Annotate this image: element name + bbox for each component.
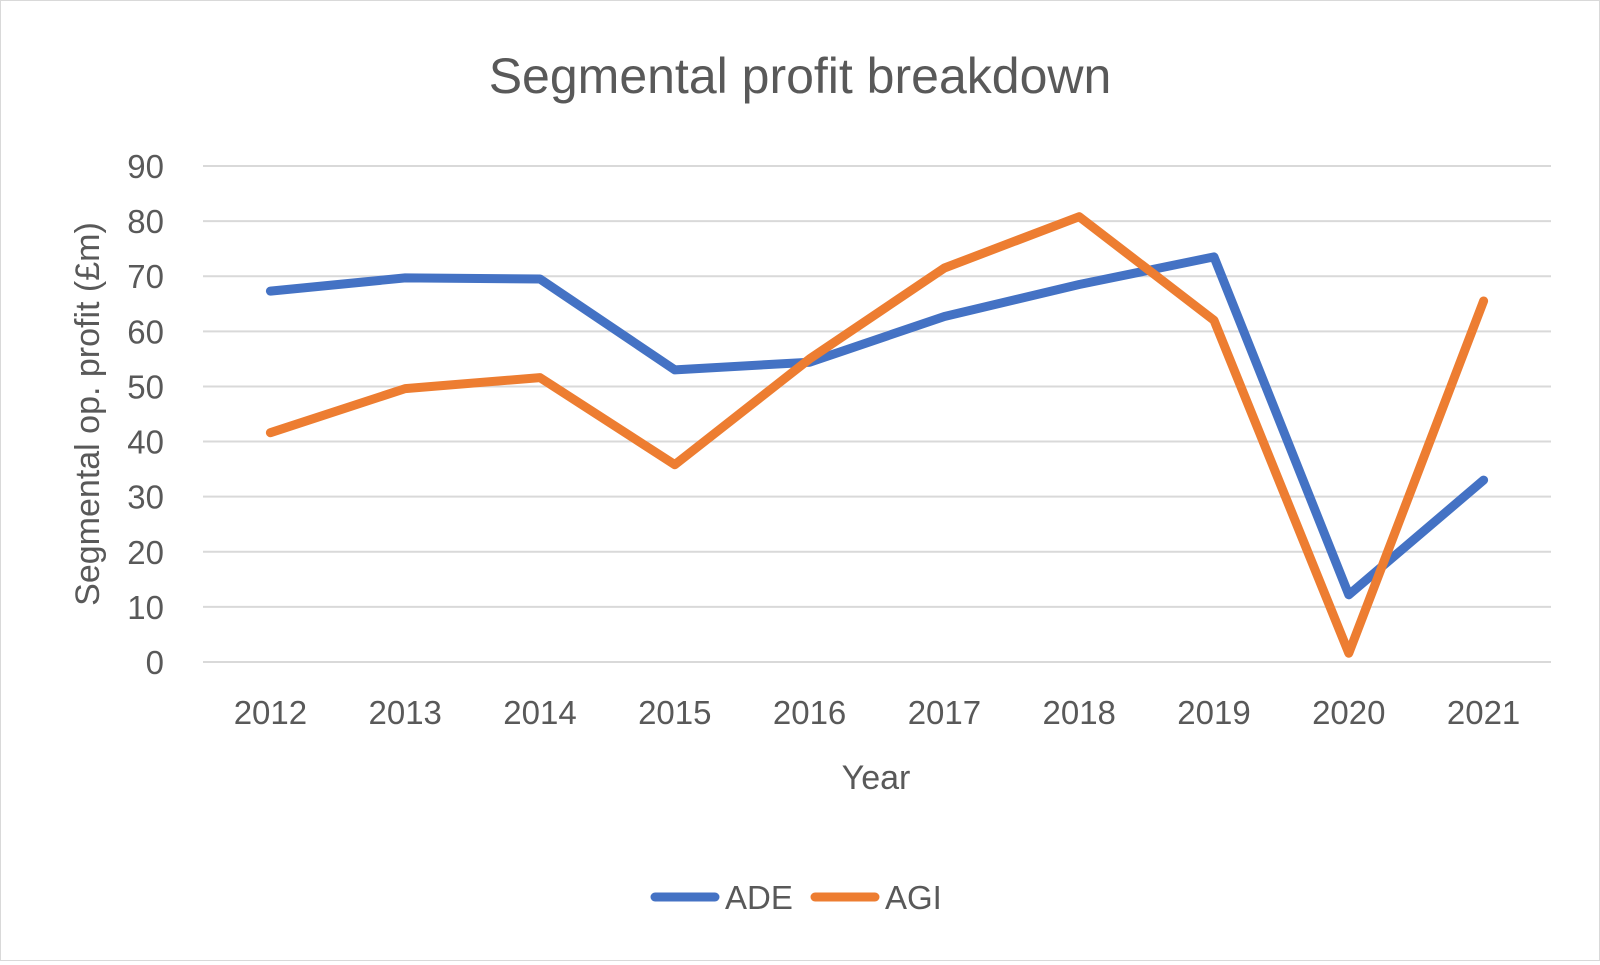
y-axis-label: Segmental op. profit (£m) [69,222,107,606]
y-tick-label: 30 [127,479,164,516]
x-tick-label: 2017 [908,694,981,731]
y-tick-label: 10 [127,589,164,626]
y-axis-ticks: 0 10 20 30 40 50 60 70 80 90 [127,148,164,681]
chart-title: Segmental profit breakdown [489,48,1112,104]
y-tick-label: 40 [127,424,164,461]
y-tick-label: 60 [127,313,164,350]
legend: ADE AGI [650,879,942,916]
y-tick-label: 90 [127,148,164,185]
series-line-ade [265,252,1489,600]
x-tick-label: 2019 [1177,694,1250,731]
y-tick-label: 0 [146,644,164,681]
legend-item-agi: AGI [810,879,942,916]
series-line-agi [265,212,1489,658]
x-tick-label: 2012 [234,694,307,731]
x-tick-label: 2014 [503,694,576,731]
x-tick-label: 2018 [1042,694,1115,731]
y-tick-label: 50 [127,368,164,405]
y-tick-label: 70 [127,258,164,295]
series-lines [265,212,1489,658]
y-tick-label: 80 [127,203,164,240]
x-axis-ticks: 2012 2013 2014 2015 2016 2017 2018 2019 2020 2021 [234,694,1521,731]
x-tick-label: 2015 [638,694,711,731]
legend-item-ade: ADE [650,879,793,916]
x-tick-label: 2021 [1447,694,1520,731]
y-tick-label: 20 [127,534,164,571]
legend-label: ADE [725,879,793,916]
legend-label: AGI [885,879,942,916]
x-axis-label: Year [842,759,911,797]
x-tick-label: 2016 [773,694,846,731]
x-tick-label: 2020 [1312,694,1385,731]
x-tick-label: 2013 [368,694,441,731]
